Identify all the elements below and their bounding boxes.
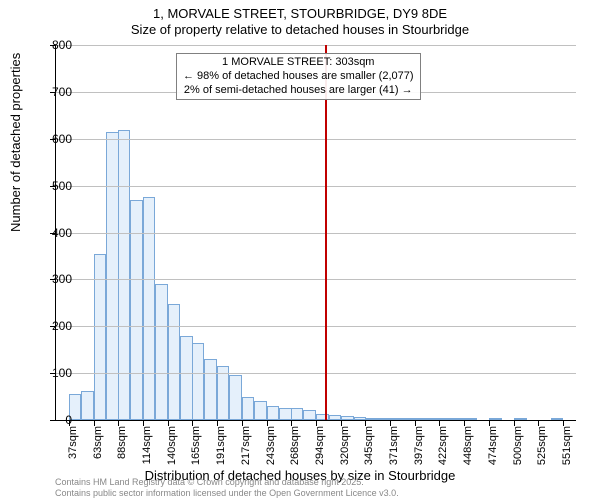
- x-tick-label: 320sqm: [339, 426, 351, 465]
- y-tick-label: 100: [32, 366, 72, 380]
- y-tick-label: 400: [32, 226, 72, 240]
- grid-line: [56, 139, 576, 140]
- histogram-bar: [254, 401, 267, 420]
- x-tick-label: 345sqm: [363, 426, 375, 465]
- x-tick-label: 448sqm: [462, 426, 474, 465]
- annotation-line2: ← 98% of detached houses are smaller (2,…: [183, 70, 414, 84]
- marker-line: [325, 45, 327, 420]
- histogram-bar: [439, 418, 452, 420]
- x-tick-label: 88sqm: [116, 426, 128, 459]
- x-tick-label: 551sqm: [561, 426, 573, 465]
- histogram-bar: [551, 418, 564, 420]
- histogram-bar: [390, 418, 403, 420]
- histogram-bar: [415, 418, 428, 420]
- histogram-bar: [81, 391, 94, 420]
- histogram-bar: [365, 418, 378, 420]
- chart-title: 1, MORVALE STREET, STOURBRIDGE, DY9 8DE …: [0, 6, 600, 37]
- histogram-bar: [217, 366, 230, 420]
- histogram-bar: [403, 418, 416, 420]
- histogram-bar: [267, 406, 280, 420]
- grid-line: [56, 326, 576, 327]
- x-tick-label: 243sqm: [265, 426, 277, 465]
- footer-line1: Contains HM Land Registry data © Crown c…: [55, 477, 399, 487]
- x-tick-label: 371sqm: [388, 426, 400, 465]
- histogram-bar: [329, 415, 342, 420]
- x-tick-label: 268sqm: [289, 426, 301, 465]
- x-tick-label: 165sqm: [190, 426, 202, 465]
- grid-line: [56, 373, 576, 374]
- title-address: 1, MORVALE STREET, STOURBRIDGE, DY9 8DE: [0, 6, 600, 22]
- histogram-bar: [514, 418, 527, 420]
- histogram-bar: [489, 418, 502, 420]
- x-tick-label: 397sqm: [413, 426, 425, 465]
- histogram-bar: [341, 416, 354, 420]
- annotation-line1: 1 MORVALE STREET: 303sqm: [183, 56, 414, 70]
- grid-line: [56, 186, 576, 187]
- grid-line: [56, 279, 576, 280]
- histogram-bar: [452, 418, 465, 420]
- x-tick-label: 474sqm: [487, 426, 499, 465]
- title-subtitle: Size of property relative to detached ho…: [0, 22, 600, 38]
- histogram-bar: [204, 359, 217, 420]
- histogram-bar: [378, 418, 391, 420]
- x-tick-label: 217sqm: [240, 426, 252, 465]
- property-size-histogram: 1, MORVALE STREET, STOURBRIDGE, DY9 8DE …: [0, 0, 600, 500]
- histogram-bar: [118, 130, 131, 420]
- histogram-bar: [303, 410, 316, 420]
- histogram-bar: [168, 304, 181, 420]
- x-tick-label: 37sqm: [67, 426, 79, 459]
- plot-area: 37sqm63sqm88sqm114sqm140sqm165sqm191sqm2…: [55, 45, 576, 421]
- y-tick-label: 600: [32, 132, 72, 146]
- x-tick-label: 294sqm: [314, 426, 326, 465]
- x-tick-label: 114sqm: [141, 426, 153, 464]
- histogram-bar: [192, 343, 205, 420]
- x-tick-label: 140sqm: [166, 426, 178, 465]
- histogram-bar: [155, 284, 168, 420]
- grid-line: [56, 45, 576, 46]
- marker-annotation: 1 MORVALE STREET: 303sqm← 98% of detache…: [176, 53, 421, 100]
- histogram-bar: [464, 418, 477, 420]
- y-tick-label: 500: [32, 179, 72, 193]
- x-tick-label: 525sqm: [536, 426, 548, 465]
- y-tick-label: 700: [32, 85, 72, 99]
- footer-line2: Contains public sector information licen…: [55, 488, 399, 498]
- annotation-line3: 2% of semi-detached houses are larger (4…: [183, 84, 414, 98]
- histogram-bar: [229, 375, 242, 420]
- y-tick-label: 800: [32, 38, 72, 52]
- histogram-bar: [291, 408, 304, 420]
- histogram-bar: [242, 397, 255, 420]
- y-tick-label: 200: [32, 319, 72, 333]
- y-tick-label: 300: [32, 272, 72, 286]
- x-tick-label: 63sqm: [92, 426, 104, 459]
- y-tick-label: 0: [32, 413, 72, 427]
- x-tick-label: 500sqm: [512, 426, 524, 465]
- y-axis-title: Number of detached properties: [8, 53, 23, 232]
- chart-footer: Contains HM Land Registry data © Crown c…: [55, 477, 399, 498]
- grid-line: [56, 233, 576, 234]
- x-tick-label: 191sqm: [215, 426, 227, 465]
- x-tick-label: 422sqm: [437, 426, 449, 465]
- histogram-bar: [143, 197, 156, 420]
